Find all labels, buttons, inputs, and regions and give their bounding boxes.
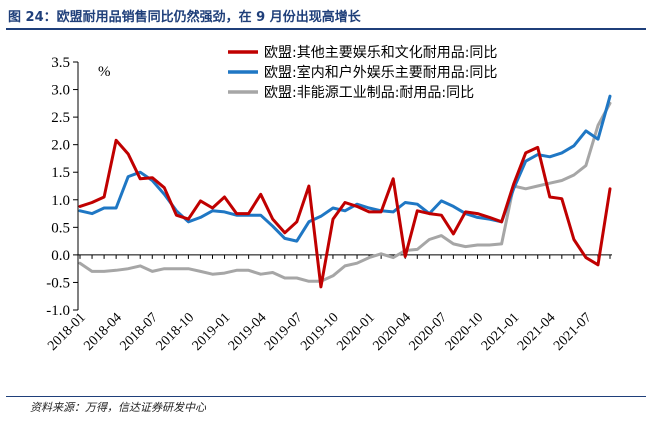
- x-tick-label: 2018-07: [117, 310, 161, 354]
- y-tick-label: -0.5: [46, 275, 70, 291]
- x-tick-label: 2019-10: [298, 310, 342, 354]
- y-tick-label: 1.0: [51, 193, 70, 209]
- series-line: [78, 101, 612, 283]
- unit-label: %: [98, 64, 111, 80]
- x-tick-label: 2019-01: [190, 310, 234, 354]
- x-tick-label: 2020-07: [407, 310, 451, 354]
- x-tick-label: 2018-04: [81, 310, 125, 354]
- x-tick-label: 2020-04: [370, 310, 414, 354]
- y-tick-label: 3.0: [51, 83, 70, 99]
- chart-series: [78, 94, 612, 289]
- x-tick-label: 2021-01: [479, 310, 523, 354]
- y-tick-label: 2.5: [51, 110, 70, 126]
- source-rule: [6, 396, 646, 397]
- chart-title: 图 24：欧盟耐用品销售同比仍然强劲，在 9 月份出现高增长: [8, 10, 361, 25]
- x-tick-label: 2018-10: [154, 310, 198, 354]
- x-tick-label: 2019-07: [262, 310, 306, 354]
- legend-entry: 欧盟:室内和户外娱乐主要耐用品:同比: [264, 64, 497, 81]
- series-line: [78, 94, 612, 243]
- y-tick-label: 3.5: [51, 55, 70, 71]
- legend-entry: 欧盟:其他主要娱乐和文化耐用品:同比: [264, 45, 497, 61]
- y-tick-label: 0.5: [51, 220, 70, 236]
- y-tick-label: 2.0: [51, 138, 70, 154]
- title-rule: [6, 28, 646, 30]
- chart-legend: 欧盟:其他主要娱乐和文化耐用品:同比欧盟:室内和户外娱乐主要耐用品:同比欧盟:非…: [228, 45, 497, 101]
- legend-entry: 欧盟:非能源工业制品:耐用品:同比: [264, 85, 474, 101]
- x-tick-label: 2020-01: [334, 310, 378, 354]
- y-tick-label: -1.0: [46, 303, 70, 319]
- x-tick-label: 2021-07: [551, 310, 595, 354]
- source-note: 资料来源：万得，信达证券研发中心: [30, 401, 206, 414]
- x-tick-label: 2020-10: [443, 310, 487, 354]
- y-tick-label: 0.0: [51, 248, 70, 264]
- x-tick-label: 2021-04: [515, 310, 559, 354]
- line-chart: 3.53.02.52.01.51.00.50.0-0.5-1.0%2018-01…: [45, 45, 612, 354]
- y-tick-label: 1.5: [51, 165, 70, 181]
- series-line: [78, 138, 612, 289]
- x-tick-label: 2019-04: [226, 310, 270, 354]
